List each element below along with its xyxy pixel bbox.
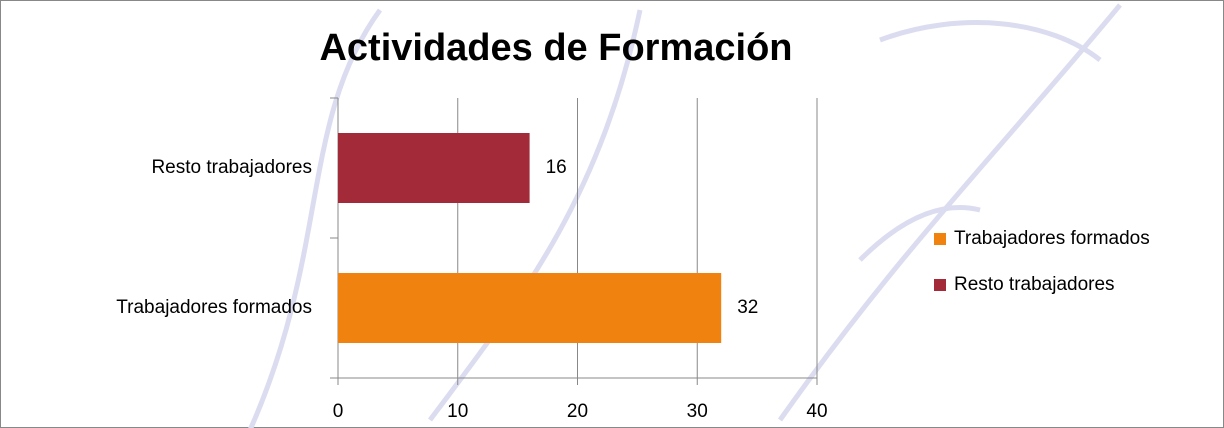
legend-swatch (934, 279, 946, 291)
y-tick-label: Resto trabajadores (151, 157, 312, 178)
value-label: 16 (546, 157, 567, 178)
value-label: 32 (737, 297, 758, 318)
x-tick-label: 20 (567, 401, 588, 422)
x-tick-label: 30 (687, 401, 708, 422)
x-tick-label: 0 (333, 401, 344, 422)
chart-title: Actividades de Formación (319, 27, 792, 69)
x-tick-label: 10 (447, 401, 468, 422)
legend-label: Resto trabajadores (954, 274, 1115, 295)
page: {"chart_data": {"type": "bar", "orientat… (0, 0, 1224, 428)
chart: Actividades de Formación 0 10 20 30 40 32 Trab… (0, 0, 1224, 428)
bar (338, 133, 530, 203)
legend-swatch (934, 233, 946, 245)
bar (338, 273, 721, 343)
legend-label: Trabajadores formados (954, 228, 1150, 249)
y-tick-label: Trabajadores formados (116, 297, 312, 318)
x-tick-label: 40 (806, 401, 827, 422)
